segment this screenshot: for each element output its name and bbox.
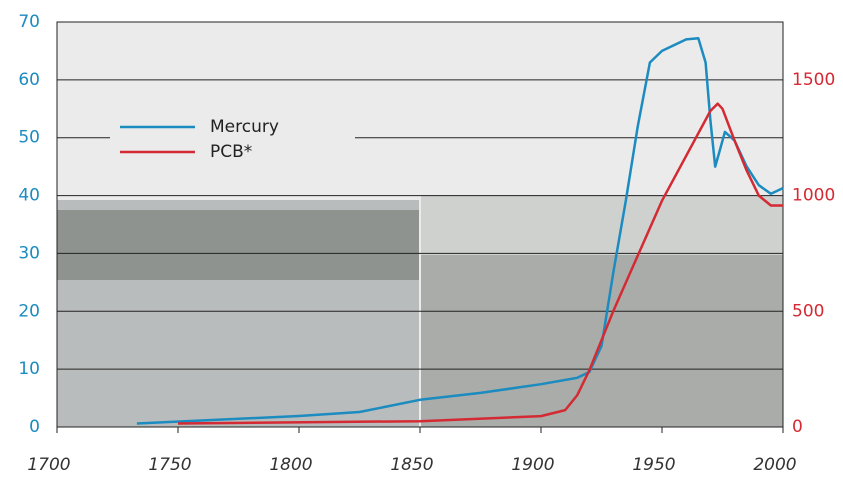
y-tick-label: 20 (18, 301, 40, 321)
x-tick-label: 1750 (148, 455, 191, 475)
legend-label: Mercury (210, 117, 279, 137)
x-tick-label: 1900 (511, 455, 554, 475)
y2-tick-label: 500 (792, 301, 824, 321)
y-tick-label: 40 (18, 186, 40, 206)
y2-tick-label: 1000 (792, 186, 835, 206)
y-tick-label: 30 (18, 243, 40, 263)
y-tick-label: 60 (18, 70, 40, 90)
y-tick-label: 0 (29, 417, 40, 437)
y-tick-label: 10 (18, 359, 40, 379)
legend-label: PCB* (210, 142, 252, 162)
x-tick-label: 1850 (390, 455, 433, 475)
chart: 0 10 20 30 40 50 60 70 0 500 1000 1500 1700 1750 1800 1… (0, 0, 843, 479)
x-tick-label: 1800 (269, 455, 312, 475)
y-tick-label: 70 (18, 12, 40, 32)
x-tick-label: 1700 (27, 455, 70, 475)
photo-trees (57, 210, 419, 280)
y-tick-label: 50 (18, 128, 40, 148)
x-tick-label: 2000 (753, 455, 796, 475)
y2-tick-label: 0 (792, 417, 803, 437)
y2-tick-label: 1500 (792, 70, 835, 90)
photo-river (421, 195, 783, 255)
x-tick-label: 1950 (632, 455, 675, 475)
